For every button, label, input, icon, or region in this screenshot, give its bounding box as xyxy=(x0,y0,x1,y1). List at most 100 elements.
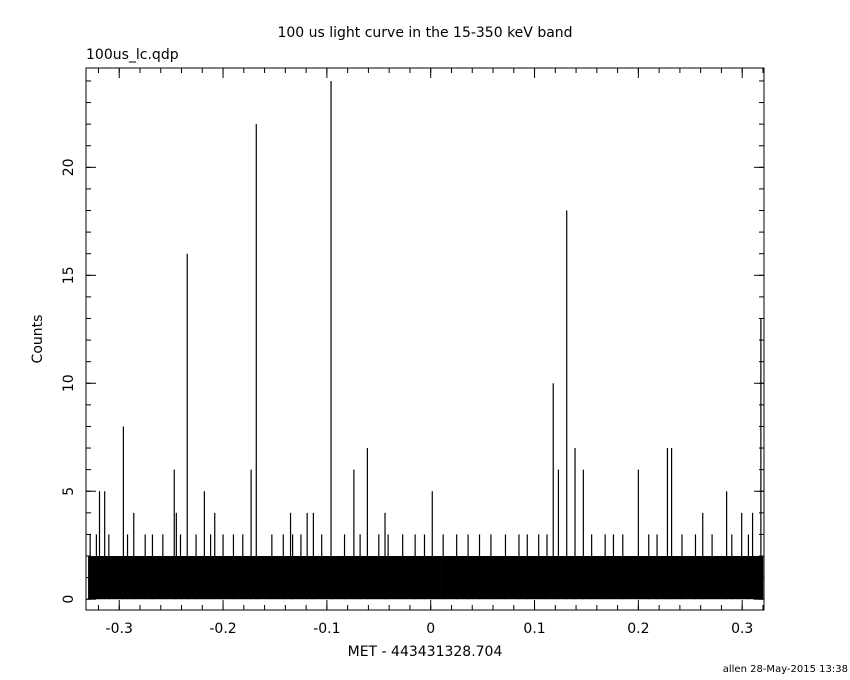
bar xyxy=(311,556,317,600)
y-tick-label: 15 xyxy=(61,266,77,284)
bar xyxy=(721,556,727,600)
bar xyxy=(622,556,629,600)
bar xyxy=(565,556,572,600)
bar xyxy=(264,556,271,600)
bar xyxy=(659,556,665,600)
bar xyxy=(368,556,374,600)
bar xyxy=(103,556,110,600)
x-tick-label: -0.1 xyxy=(313,621,340,637)
bar xyxy=(669,556,676,600)
bar xyxy=(119,556,125,600)
bar xyxy=(217,556,224,600)
bar xyxy=(352,556,359,600)
bar xyxy=(114,556,120,600)
bar xyxy=(477,556,483,600)
bar xyxy=(181,556,188,600)
bar xyxy=(358,556,364,600)
bar xyxy=(560,556,566,600)
bar xyxy=(679,556,686,600)
bar xyxy=(518,556,525,600)
bar xyxy=(482,556,489,600)
bar xyxy=(269,556,276,600)
bar xyxy=(544,556,551,600)
chart-title: 100 us light curve in the 15-350 keV ban… xyxy=(277,25,572,41)
bar xyxy=(513,556,520,600)
bar xyxy=(383,556,390,600)
bar xyxy=(539,556,546,600)
bar xyxy=(503,556,509,600)
bar xyxy=(243,556,250,600)
bar xyxy=(648,556,655,600)
bar xyxy=(326,556,333,600)
bar xyxy=(731,556,738,600)
bar xyxy=(612,556,618,600)
footer: allen 28-May-2015 13:38 xyxy=(723,664,848,675)
chart-subtitle: 100us_lc.qdp xyxy=(86,47,179,63)
bar xyxy=(627,556,634,600)
bar xyxy=(420,556,426,600)
bar xyxy=(617,556,624,600)
bar xyxy=(674,556,681,600)
bar xyxy=(165,556,172,600)
bar xyxy=(695,556,701,600)
bar xyxy=(498,556,504,600)
bar xyxy=(108,556,115,600)
bar xyxy=(186,556,193,600)
bar xyxy=(373,556,380,600)
bar xyxy=(415,556,421,600)
bar xyxy=(337,556,343,600)
bar xyxy=(581,556,587,600)
bar xyxy=(191,556,198,600)
bar xyxy=(633,556,639,600)
bar xyxy=(145,556,151,600)
bar xyxy=(139,556,146,600)
bar xyxy=(425,556,432,600)
x-tick-label: 0.3 xyxy=(731,621,753,637)
bar xyxy=(363,556,369,600)
bar xyxy=(742,556,748,600)
bar xyxy=(249,556,255,600)
bar xyxy=(435,556,442,600)
x-axis-label: MET - 443431328.704 xyxy=(348,644,503,660)
bar xyxy=(233,556,239,600)
bar xyxy=(332,556,338,600)
y-axis-label: Counts xyxy=(30,315,46,364)
plot-frame xyxy=(85,67,765,611)
bar xyxy=(274,556,281,600)
bar xyxy=(747,556,753,600)
bar xyxy=(446,556,452,600)
bar xyxy=(300,556,307,600)
y-tick-label: 0 xyxy=(61,595,77,604)
bar xyxy=(508,556,515,600)
bar xyxy=(238,556,245,600)
bar xyxy=(716,556,722,600)
bar xyxy=(534,556,541,600)
bar xyxy=(591,556,598,600)
bar xyxy=(726,556,733,600)
bar xyxy=(290,556,297,600)
bar xyxy=(576,556,582,600)
bar xyxy=(456,556,463,600)
bar xyxy=(643,556,650,600)
bar xyxy=(586,556,592,600)
bar xyxy=(160,556,167,600)
bar xyxy=(176,556,182,600)
bar xyxy=(295,556,302,600)
bar xyxy=(409,556,416,600)
bar xyxy=(700,556,707,600)
x-tick-label: 0.2 xyxy=(627,621,649,637)
bar xyxy=(259,556,265,600)
bar xyxy=(685,556,691,600)
bar xyxy=(752,556,759,600)
bar xyxy=(493,556,499,600)
bar xyxy=(711,556,717,600)
x-tick-label: -0.2 xyxy=(209,621,236,637)
bar xyxy=(737,556,743,600)
bar xyxy=(472,556,478,600)
bar xyxy=(638,556,644,600)
bar xyxy=(467,556,473,600)
bar xyxy=(394,556,400,600)
bar xyxy=(202,556,208,600)
bar xyxy=(134,556,141,600)
